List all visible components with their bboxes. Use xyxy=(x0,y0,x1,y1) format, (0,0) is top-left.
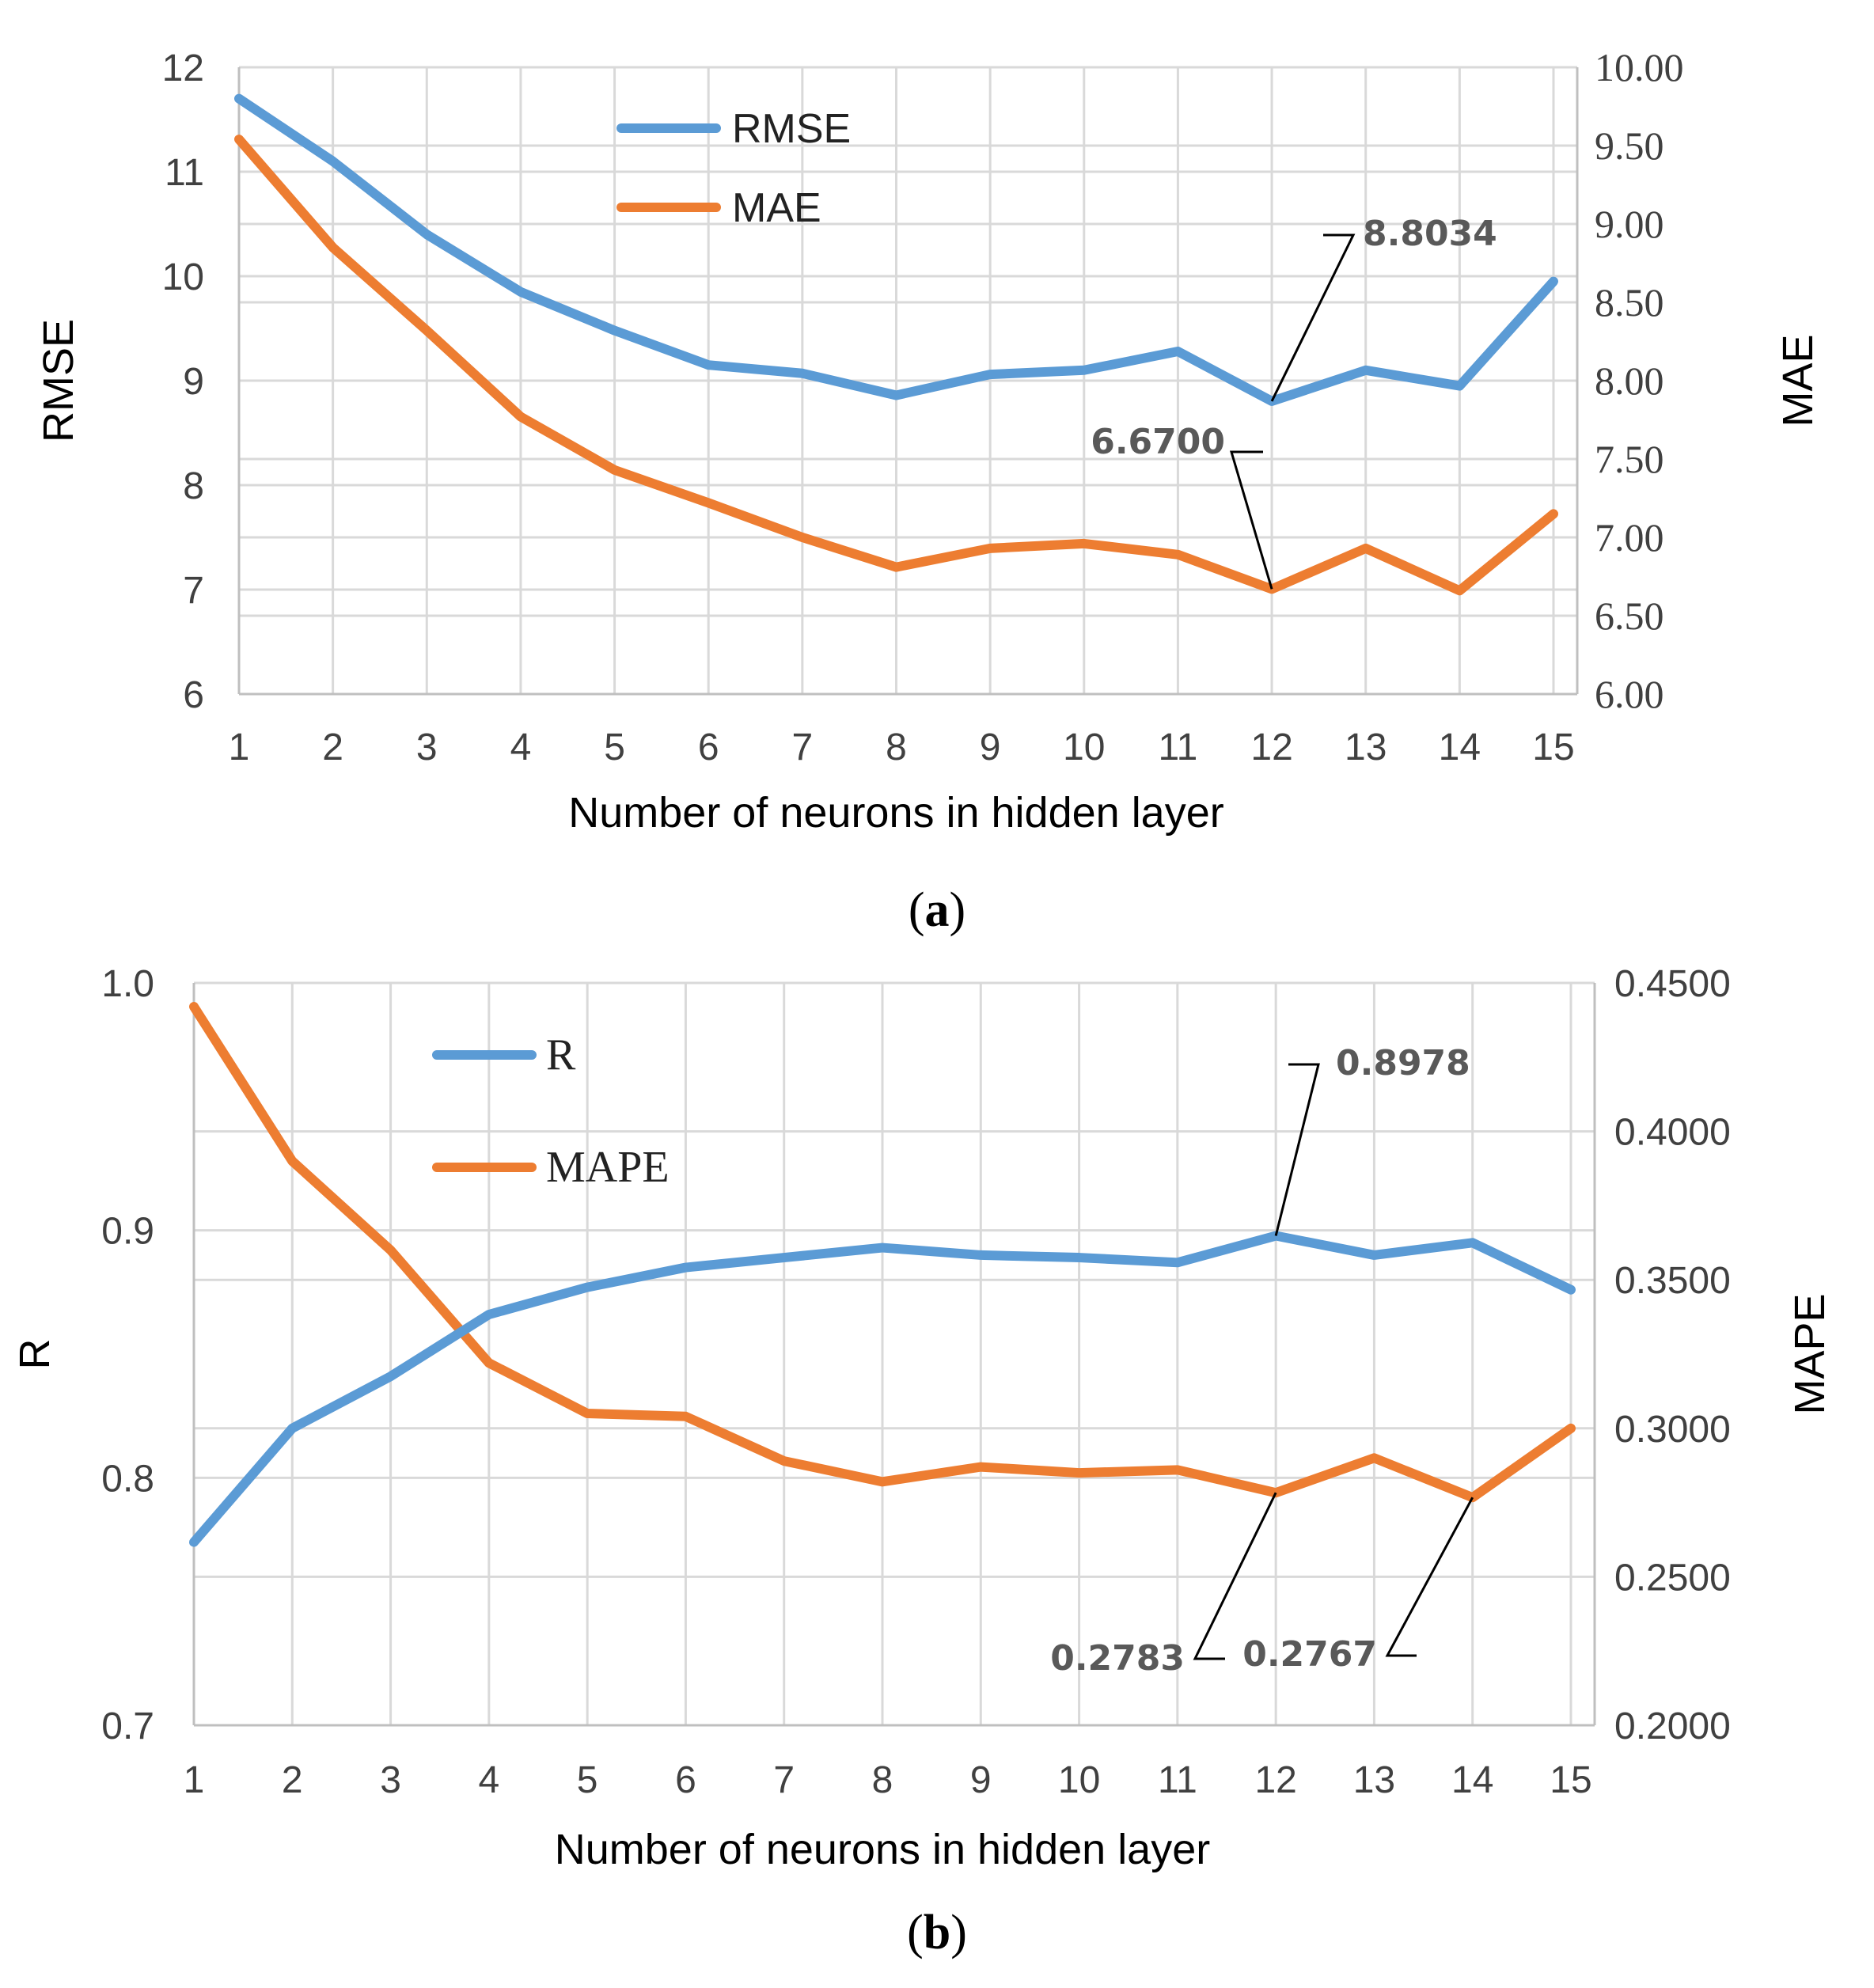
x-tick-label: 2 xyxy=(322,727,343,768)
y-tick-label-left: 10 xyxy=(162,256,204,298)
chart-panel-b: 1 2 3 4 5 6 7 8 9 10 11 12 13 14 150.70.80.91.00.20000… xyxy=(11,963,1834,1960)
y-tick-label-left: 12 xyxy=(162,47,204,89)
y-axis-title-left: RMSE xyxy=(35,319,82,442)
legend-label-rmse: RMSE xyxy=(732,106,851,152)
y-tick-label-right: 8.50 xyxy=(1595,280,1664,324)
y-tick-label-right: 0.2500 xyxy=(1614,1557,1731,1599)
x-tick-label: 3 xyxy=(380,1759,401,1801)
series-line-mape xyxy=(189,1002,1576,1503)
x-tick-label: 4 xyxy=(479,1759,500,1801)
y-axis-title-left: R xyxy=(11,1339,59,1370)
x-tick-label: 4 xyxy=(510,727,532,768)
x-tick-label: 11 xyxy=(1159,727,1198,768)
annotation-label: 0.2783 xyxy=(1050,1638,1185,1679)
y-axis-title-right: MAPE xyxy=(1786,1293,1834,1414)
panel-label: (a) xyxy=(909,883,965,937)
x-tick-label: 10 xyxy=(1063,727,1105,768)
y-tick-label-right: 8.00 xyxy=(1595,359,1664,403)
annotation-leader-line xyxy=(1274,1063,1320,1236)
annotation-label: 0.2767 xyxy=(1242,1634,1377,1675)
legend-label-r: R xyxy=(546,1030,576,1079)
x-tick-label: 13 xyxy=(1345,727,1387,768)
y-tick-label-left: 0.9 xyxy=(101,1211,154,1253)
y-tick-label-left: 1.0 xyxy=(101,963,154,1005)
y-tick-label-right: 9.50 xyxy=(1595,123,1664,168)
y-tick-label-right: 10.00 xyxy=(1595,45,1684,89)
chart-panel-a: 1 2 3 4 5 6 7 8 9 10 11 12 13 14 1567891011126.006.507… xyxy=(35,45,1822,937)
y-tick-label-left: 11 xyxy=(165,152,204,194)
x-tick-label: 3 xyxy=(416,727,438,768)
x-tick-label: 11 xyxy=(1158,1759,1197,1801)
x-tick-label: 13 xyxy=(1353,1759,1395,1801)
series-line-r xyxy=(189,1231,1576,1547)
annotation-label: 8.8034 xyxy=(1363,214,1497,254)
x-tick-label: 2 xyxy=(282,1759,303,1801)
x-tick-label: 1 xyxy=(184,1759,205,1801)
panel-label: (b) xyxy=(907,1906,967,1960)
x-tick-label: 8 xyxy=(886,727,907,768)
y-tick-label-right: 0.3500 xyxy=(1614,1260,1731,1302)
y-tick-label-right: 6.50 xyxy=(1595,594,1664,638)
annotation-label: 0.8978 xyxy=(1336,1043,1470,1083)
annotation-leader-line xyxy=(1229,450,1273,590)
x-tick-label: 12 xyxy=(1254,1759,1296,1801)
x-tick-label: 15 xyxy=(1532,727,1574,768)
annotation-leader-line xyxy=(1385,1497,1474,1657)
x-tick-label: 8 xyxy=(872,1759,893,1801)
y-tick-label-left: 8 xyxy=(183,465,204,507)
y-tick-label-left: 7 xyxy=(183,570,204,612)
x-tick-label: 9 xyxy=(970,1759,992,1801)
y-tick-label-right: 0.3000 xyxy=(1614,1409,1731,1451)
annotation-leader-line xyxy=(1193,1492,1277,1660)
series-line-rmse xyxy=(234,93,1558,406)
x-tick-label: 5 xyxy=(577,1759,598,1801)
x-tick-label: 7 xyxy=(792,727,814,768)
x-tick-label: 6 xyxy=(675,1759,696,1801)
x-tick-label: 10 xyxy=(1058,1759,1100,1801)
x-axis-title: Number of neurons in hidden layer xyxy=(555,1826,1211,1873)
y-tick-label-right: 0.4000 xyxy=(1614,1112,1731,1154)
y-axis-title-right: MAE xyxy=(1774,334,1822,427)
y-tick-label-left: 0.7 xyxy=(101,1705,154,1747)
series-line-mae xyxy=(234,135,1558,596)
x-tick-label: 12 xyxy=(1250,727,1292,768)
annotation-leader-line xyxy=(1270,233,1356,402)
x-tick-label: 5 xyxy=(604,727,625,768)
y-tick-label-right: 7.50 xyxy=(1595,437,1664,481)
x-tick-label: 7 xyxy=(773,1759,795,1801)
y-tick-label-left: 9 xyxy=(183,361,204,403)
x-tick-label: 6 xyxy=(698,727,719,768)
y-tick-label-right: 7.00 xyxy=(1595,515,1664,560)
legend-label-mae: MAE xyxy=(732,185,821,231)
x-tick-label: 1 xyxy=(229,727,250,768)
legend-label-mape: MAPE xyxy=(546,1143,670,1192)
x-tick-label: 14 xyxy=(1439,727,1481,768)
x-axis-title: Number of neurons in hidden layer xyxy=(568,789,1224,837)
y-tick-label-right: 0.2000 xyxy=(1614,1705,1731,1747)
y-tick-label-right: 6.00 xyxy=(1595,672,1664,716)
y-tick-label-right: 0.4500 xyxy=(1614,963,1731,1005)
x-tick-label: 9 xyxy=(980,727,1001,768)
y-tick-label-left: 0.8 xyxy=(101,1458,154,1500)
x-tick-label: 14 xyxy=(1451,1759,1493,1801)
y-tick-label-right: 9.00 xyxy=(1595,202,1664,246)
annotation-label: 6.6700 xyxy=(1091,422,1225,462)
y-tick-label-left: 6 xyxy=(183,674,204,716)
x-tick-label: 15 xyxy=(1550,1759,1591,1801)
